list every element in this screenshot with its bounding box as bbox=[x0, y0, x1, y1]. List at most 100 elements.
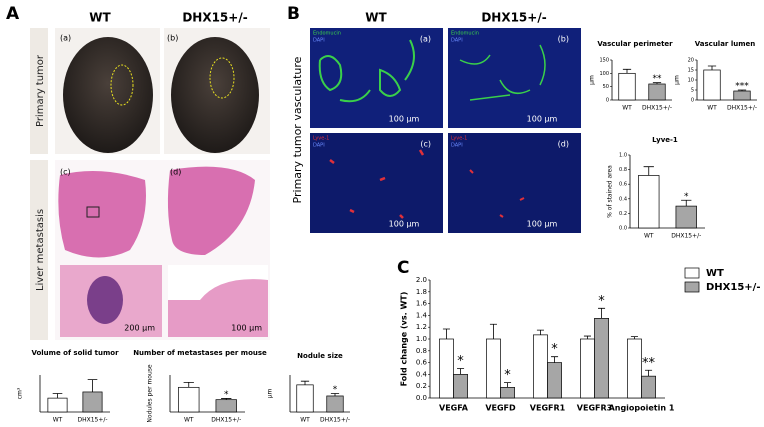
stain-label: Lyve-1 bbox=[313, 136, 329, 142]
significance: * bbox=[684, 192, 689, 202]
error-bar bbox=[707, 65, 717, 70]
chart-title: Number of metastases per mouse bbox=[133, 349, 267, 357]
error-bar bbox=[643, 166, 654, 176]
error-bar bbox=[737, 89, 747, 91]
y-tick-label: 150 bbox=[599, 58, 609, 64]
bar bbox=[439, 338, 454, 399]
y-tick-label: 15 bbox=[688, 68, 694, 74]
y-tick-label: 20 bbox=[688, 58, 694, 64]
y-tick-label: 0.0 bbox=[416, 394, 427, 402]
y-tick-label: 0.8 bbox=[619, 167, 627, 173]
y-axis-label: µm bbox=[589, 75, 596, 85]
bar bbox=[533, 334, 548, 399]
bar bbox=[82, 391, 103, 413]
bar bbox=[648, 83, 666, 101]
image-annotations: (a) (b) (c) (d) Endomucin DAPI Endomucin… bbox=[313, 31, 569, 229]
error-bar bbox=[583, 335, 591, 339]
x-tick-label: Angiopoietin 1 bbox=[609, 404, 675, 413]
y-axis-label: Fold change (vs. WT) bbox=[400, 292, 409, 387]
y-tick-label: 1.0 bbox=[416, 335, 427, 343]
y-tick-label: 10 bbox=[688, 78, 694, 84]
y-tick-label: 0.4 bbox=[416, 370, 428, 378]
y-tick-label: 0.6 bbox=[416, 359, 428, 367]
error-bar bbox=[87, 379, 98, 392]
error-bar bbox=[183, 382, 194, 388]
significance: * bbox=[457, 354, 464, 369]
significance: * bbox=[333, 385, 338, 395]
image-label: (a) bbox=[60, 34, 71, 43]
bar bbox=[703, 69, 721, 101]
significance: * bbox=[551, 342, 558, 357]
x-tick-label: DHX15+/- bbox=[77, 417, 107, 424]
x-tick-label: WT bbox=[707, 105, 717, 112]
y-tick-label: 1.2 bbox=[416, 323, 427, 331]
stain-label: DAPI bbox=[451, 38, 463, 44]
chart-title: Vascular perimeter bbox=[597, 40, 673, 48]
bar bbox=[675, 205, 697, 229]
y-tick-label: 100 bbox=[599, 71, 609, 77]
y-tick-label: 0 bbox=[606, 98, 609, 104]
panel-letter: B bbox=[287, 4, 300, 24]
lyve-stain bbox=[329, 149, 425, 219]
scale-bar-label: 200 µm bbox=[124, 324, 155, 333]
y-axis-label: µm bbox=[267, 389, 274, 399]
scale-bar-label: 100 µm bbox=[389, 220, 420, 229]
scale-bar-label: 100 µm bbox=[527, 220, 558, 229]
fluorescence-image bbox=[448, 28, 581, 128]
image-label: (d) bbox=[170, 168, 181, 177]
bar bbox=[638, 175, 660, 229]
image-label: (c) bbox=[60, 168, 71, 177]
row-band bbox=[30, 28, 48, 154]
column-label: DHX15+/- bbox=[481, 11, 546, 25]
bar bbox=[453, 374, 468, 399]
liver-section bbox=[58, 171, 147, 258]
error-bar bbox=[221, 398, 232, 400]
error-bar bbox=[681, 199, 692, 207]
bar bbox=[547, 362, 562, 399]
tumor-outline bbox=[209, 57, 235, 99]
error-bar bbox=[504, 382, 512, 388]
x-tick-label: DHX15+/- bbox=[727, 105, 757, 112]
y-tick-label: 5 bbox=[691, 88, 694, 94]
chart-title: Volume of solid tumor bbox=[31, 349, 119, 357]
x-tick-label: WT bbox=[53, 417, 63, 424]
bar bbox=[641, 375, 656, 399]
error-bar bbox=[645, 369, 653, 377]
stain-label: DAPI bbox=[313, 143, 325, 149]
row-label: Liver metastasis bbox=[35, 209, 46, 291]
y-axis-label: cm³ bbox=[17, 387, 24, 399]
fluorescence-image bbox=[448, 133, 581, 233]
y-tick-label: 1.8 bbox=[416, 288, 427, 296]
error-bar bbox=[652, 82, 662, 84]
bar bbox=[618, 72, 636, 101]
vessel bbox=[168, 265, 268, 300]
panel-letter: C bbox=[397, 258, 409, 278]
scale-bar-label: 100 µm bbox=[231, 324, 262, 333]
significance: * bbox=[224, 390, 229, 400]
mouse bbox=[63, 37, 153, 153]
significance: * bbox=[598, 294, 605, 309]
error-bar bbox=[536, 329, 544, 335]
significance: ** bbox=[653, 74, 663, 84]
image-label: (d) bbox=[558, 140, 569, 149]
error-bar bbox=[489, 323, 497, 339]
error-bar bbox=[622, 68, 632, 74]
error-bar bbox=[300, 380, 310, 385]
y-tick-label: 0.0 bbox=[619, 226, 627, 232]
column-label: WT bbox=[89, 11, 111, 25]
x-tick-label: DHX15+/- bbox=[211, 417, 241, 424]
error-bar bbox=[330, 393, 340, 396]
fluorescence-image bbox=[310, 28, 443, 128]
bar bbox=[47, 397, 68, 413]
zoom-box bbox=[86, 206, 100, 218]
legend-label: DHX15+/- bbox=[706, 282, 760, 293]
chart-title: Vascular lumen bbox=[695, 40, 755, 48]
stain-label: Lyve-1 bbox=[451, 136, 467, 142]
image-label: (b) bbox=[558, 35, 569, 44]
y-tick-label: 0.2 bbox=[416, 382, 427, 390]
x-tick-label: WT bbox=[300, 417, 310, 424]
y-tick-label: 0.4 bbox=[619, 196, 627, 202]
legend-swatch bbox=[684, 267, 700, 279]
x-tick-label: WT bbox=[184, 417, 194, 424]
x-tick-label: DHX15+/- bbox=[642, 105, 672, 112]
